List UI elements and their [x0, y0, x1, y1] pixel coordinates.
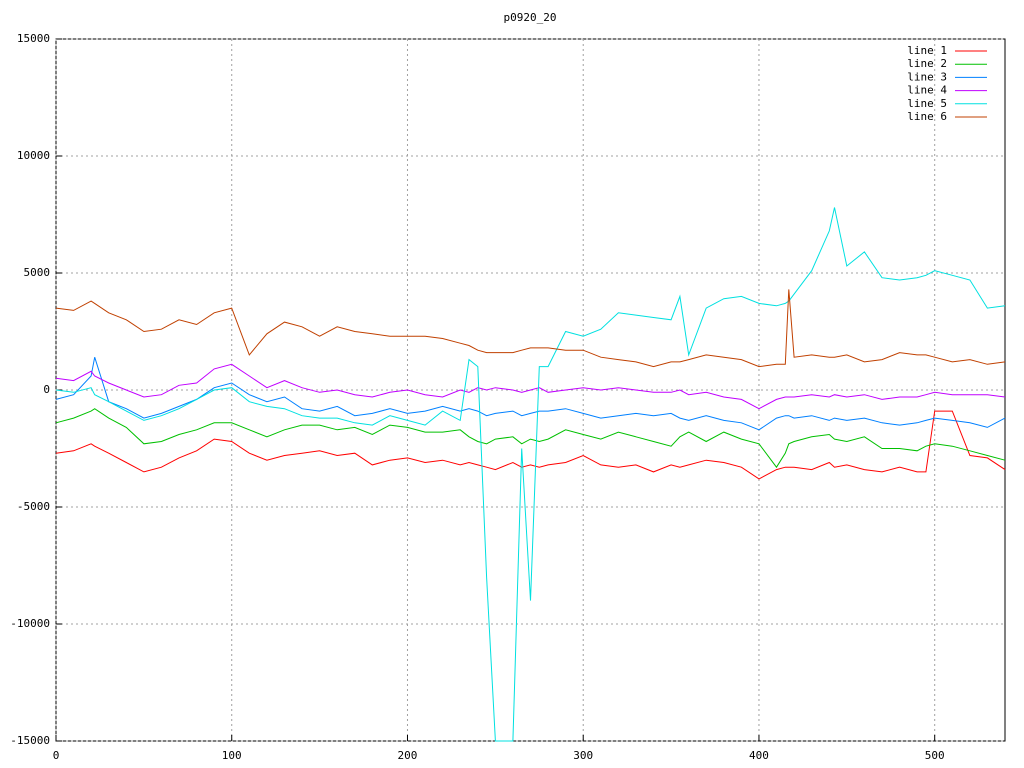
x-tick-label: 500	[925, 749, 945, 762]
chart-title: p0920_20	[504, 11, 557, 24]
x-tick-label: 0	[53, 749, 60, 762]
series-line	[55, 357, 1006, 431]
series-line	[55, 363, 1006, 410]
y-tick-label: 5000	[24, 266, 51, 279]
y-tick-label: -5000	[17, 500, 50, 513]
legend-label: line 4	[907, 84, 947, 97]
x-tick-label: 200	[398, 749, 418, 762]
legend-label: line 6	[907, 110, 947, 123]
series-line	[55, 410, 1006, 480]
legend-label: line 5	[907, 97, 947, 110]
legend-label: line 3	[907, 70, 947, 83]
y-tick-label: 0	[43, 383, 50, 396]
y-tick-label: -10000	[10, 617, 50, 630]
y-tick-label: -15000	[10, 734, 50, 747]
legend-label: line 2	[907, 57, 947, 70]
x-tick-label: 300	[573, 749, 593, 762]
y-tick-label: 10000	[17, 149, 50, 162]
series-line	[55, 207, 1006, 742]
series-line	[55, 289, 1006, 368]
series-line	[55, 408, 1006, 469]
x-tick-label: 100	[222, 749, 242, 762]
y-tick-label: 15000	[17, 32, 50, 45]
legend-label: line 1	[907, 44, 947, 57]
x-tick-label: 400	[749, 749, 769, 762]
